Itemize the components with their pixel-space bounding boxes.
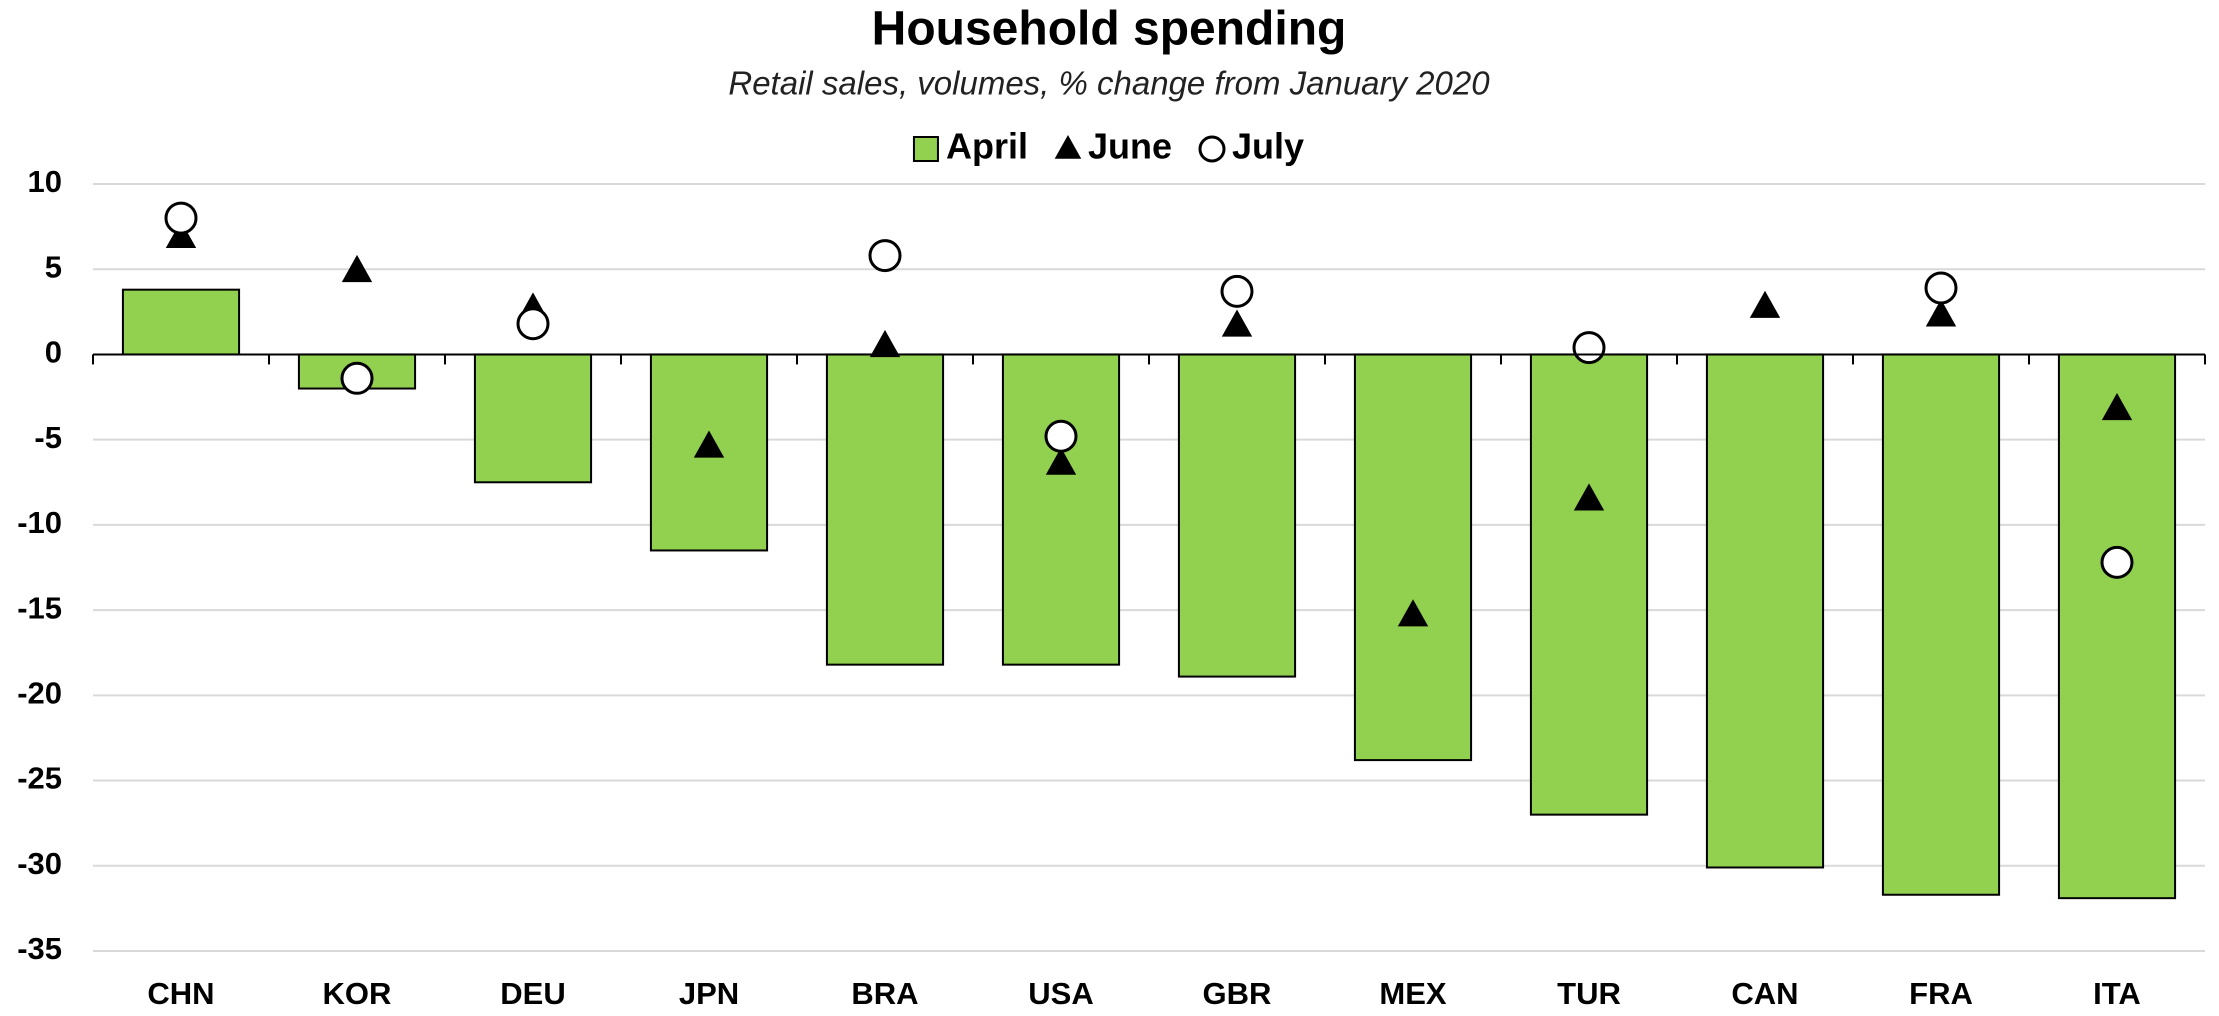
triangle-marker [1925, 299, 1957, 327]
y-tick-label: -30 [17, 846, 62, 881]
triangle-marker [341, 254, 373, 283]
y-tick-label: 0 [45, 335, 62, 370]
circle-marker [1220, 274, 1254, 308]
legend-label: June [1088, 126, 1172, 167]
x-tick-label: MEX [1379, 976, 1447, 1011]
y-tick-label: 5 [45, 249, 62, 284]
y-tick-label: -10 [17, 505, 62, 540]
circle-marker [2100, 545, 2134, 579]
bar [2057, 353, 2177, 900]
legend-item: June [1054, 126, 1172, 167]
chart-title: Household spending [872, 3, 1347, 56]
bar [1705, 353, 1825, 869]
legend-label: July [1232, 126, 1304, 167]
y-tick-label: -25 [17, 761, 62, 796]
triangle-marker [693, 430, 725, 458]
x-tick-label: TUR [1557, 976, 1621, 1011]
bar [1177, 353, 1297, 678]
legend-label: April [946, 126, 1028, 167]
triangle-marker [1573, 483, 1605, 511]
x-tick-label: GBR [1203, 976, 1272, 1011]
circle-marker [164, 201, 198, 235]
bar [121, 288, 241, 356]
bar [473, 353, 593, 484]
x-tick-label: CAN [1731, 976, 1798, 1011]
circle-marker [1924, 271, 1958, 305]
legend-swatch [1054, 135, 1082, 159]
circle-marker [340, 361, 374, 395]
y-tick-label: -5 [34, 420, 62, 455]
bar [1529, 353, 1649, 816]
circle-marker [868, 239, 902, 273]
circle-marker [1572, 331, 1606, 365]
y-tick-label: 10 [28, 164, 62, 199]
x-tick-label: USA [1028, 976, 1093, 1011]
bar [825, 353, 945, 666]
circle-marker [1044, 419, 1078, 453]
x-tick-label: JPN [679, 976, 739, 1011]
bar [1001, 353, 1121, 666]
legend: April June July [912, 126, 1304, 167]
x-tick-label: FRA [1909, 976, 1973, 1011]
y-tick-label: -15 [17, 590, 62, 625]
triangle-marker [2101, 392, 2133, 421]
triangle-marker [1749, 290, 1781, 318]
legend-swatch [912, 136, 939, 162]
bar [1353, 353, 1473, 762]
circle-marker [516, 307, 550, 341]
legend-item: April [912, 126, 1028, 167]
x-tick-label: ITA [2093, 976, 2141, 1011]
x-tick-label: KOR [323, 976, 392, 1011]
x-tick-label: CHN [147, 976, 214, 1011]
legend-swatch [1198, 135, 1226, 163]
bar [1881, 353, 2001, 896]
triangle-marker [1045, 447, 1077, 475]
x-tick-label: DEU [500, 976, 565, 1011]
y-tick-label: -20 [17, 676, 62, 711]
x-tick-label: BRA [851, 976, 918, 1011]
triangle-marker [1221, 309, 1253, 337]
triangle-marker [1397, 599, 1429, 627]
y-tick-label: -35 [17, 931, 62, 966]
legend-item: July [1198, 126, 1304, 167]
triangle-marker [869, 329, 901, 358]
chart-subtitle: Retail sales, volumes, % change from Jan… [728, 65, 1490, 102]
